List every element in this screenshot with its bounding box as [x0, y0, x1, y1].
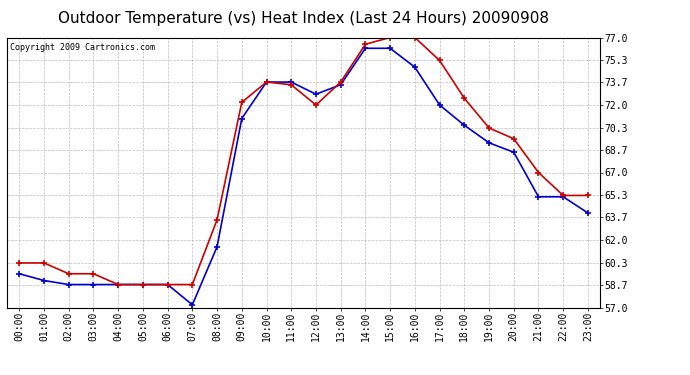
Text: Copyright 2009 Cartronics.com: Copyright 2009 Cartronics.com [10, 43, 155, 52]
Text: Outdoor Temperature (vs) Heat Index (Last 24 Hours) 20090908: Outdoor Temperature (vs) Heat Index (Las… [58, 11, 549, 26]
